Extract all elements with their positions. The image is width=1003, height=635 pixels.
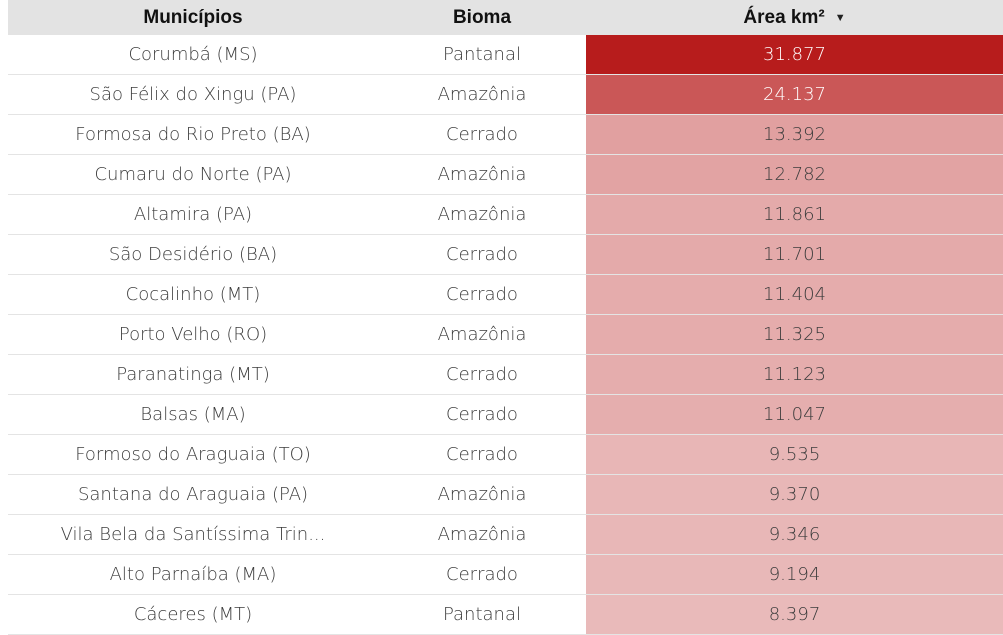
cell-bioma: Amazônia [437, 204, 527, 225]
cell-bioma: Cerrado [446, 404, 518, 425]
cell-bioma: Cerrado [446, 124, 518, 145]
cell-bioma: Pantanal [442, 44, 521, 65]
table-body: Corumbá (MS) Pantanal 31.877 São Félix do X… [8, 35, 1003, 635]
table-row: Cocalinho (MT) Cerrado 11.404 [8, 275, 1003, 315]
cell-area: 9.535 [586, 435, 1003, 474]
data-table: Municípios Bioma Área km² ▼ Corumbá (MS)… [8, 0, 1003, 635]
cell-area: 9.346 [586, 515, 1003, 554]
cell-municipio: Paranatinga (MT) [116, 364, 270, 385]
cell-area: 11.325 [586, 315, 1003, 354]
cell-bioma: Pantanal [442, 604, 521, 625]
cell-municipio: Balsas (MA) [140, 404, 246, 425]
table-header: Municípios Bioma Área km² ▼ [8, 0, 1003, 35]
header-bioma[interactable]: Bioma [452, 6, 512, 28]
table-row: Formosa do Rio Preto (BA) Cerrado 13.392 [8, 115, 1003, 155]
header-municipios[interactable]: Municípios [143, 6, 243, 28]
cell-bioma: Cerrado [446, 564, 518, 585]
table-row: Cumaru do Norte (PA) Amazônia 12.782 [8, 155, 1003, 195]
cell-bioma: Cerrado [446, 444, 518, 465]
cell-municipio: São Desidério (BA) [108, 244, 278, 265]
table-row: Alto Parnaíba (MA) Cerrado 9.194 [8, 555, 1003, 595]
cell-area: 11.701 [586, 235, 1003, 274]
header-area-label: Área km² [743, 6, 825, 28]
table-row: Altamira (PA) Amazônia 11.861 [8, 195, 1003, 235]
cell-bioma: Amazônia [437, 484, 527, 505]
cell-area: 31.877 [586, 35, 1003, 74]
cell-bioma: Amazônia [437, 164, 527, 185]
cell-area: 11.047 [586, 395, 1003, 434]
cell-bioma: Cerrado [446, 364, 518, 385]
cell-bioma: Cerrado [446, 244, 518, 265]
cell-area: 8.397 [586, 595, 1003, 634]
table-row: Porto Velho (RO) Amazônia 11.325 [8, 315, 1003, 355]
cell-area: 9.370 [586, 475, 1003, 514]
table-row: São Félix do Xingu (PA) Amazônia 24.137 [8, 75, 1003, 115]
table-row: Paranatinga (MT) Cerrado 11.123 [8, 355, 1003, 395]
table-row: Corumbá (MS) Pantanal 31.877 [8, 35, 1003, 75]
cell-municipio: Alto Parnaíba (MA) [109, 564, 277, 585]
cell-area: 9.194 [586, 555, 1003, 594]
cell-bioma: Amazônia [437, 524, 527, 545]
cell-municipio: Cáceres (MT) [133, 604, 253, 625]
cell-municipio: São Félix do Xingu (PA) [89, 84, 297, 105]
cell-area: 11.123 [586, 355, 1003, 394]
cell-municipio: Cumaru do Norte (PA) [94, 164, 292, 185]
table-row: Formoso do Araguaia (TO) Cerrado 9.535 [8, 435, 1003, 475]
header-area[interactable]: Área km² ▼ [586, 7, 1003, 29]
cell-area: 11.404 [586, 275, 1003, 314]
caret-down-icon[interactable]: ▼ [834, 11, 846, 24]
cell-municipio: Formoso do Araguaia (TO) [75, 444, 311, 465]
cell-municipio: Santana do Araguaia (PA) [77, 484, 309, 505]
cell-municipio: Formosa do Rio Preto (BA) [75, 124, 311, 145]
table-row: Vila Bela da Santíssima Trin... Amazônia 9… [8, 515, 1003, 555]
cell-municipio: Corumbá (MS) [128, 44, 258, 65]
cell-bioma: Cerrado [446, 284, 518, 305]
table-row: Balsas (MA) Cerrado 11.047 [8, 395, 1003, 435]
cell-municipio: Porto Velho (RO) [118, 324, 268, 345]
table-row: São Desidério (BA) Cerrado 11.701 [8, 235, 1003, 275]
cell-municipio: Cocalinho (MT) [125, 284, 261, 305]
cell-area: 13.392 [586, 115, 1003, 154]
table-row: Santana do Araguaia (PA) Amazônia 9.370 [8, 475, 1003, 515]
cell-municipio: Altamira (PA) [133, 204, 253, 225]
cell-bioma: Amazônia [437, 324, 527, 345]
cell-municipio: Vila Bela da Santíssima Trin... [60, 524, 326, 545]
table-row: Cáceres (MT) Pantanal 8.397 [8, 595, 1003, 635]
cell-bioma: Amazônia [437, 84, 527, 105]
cell-area: 11.861 [586, 195, 1003, 234]
cell-area: 24.137 [586, 75, 1003, 114]
cell-area: 12.782 [586, 155, 1003, 194]
